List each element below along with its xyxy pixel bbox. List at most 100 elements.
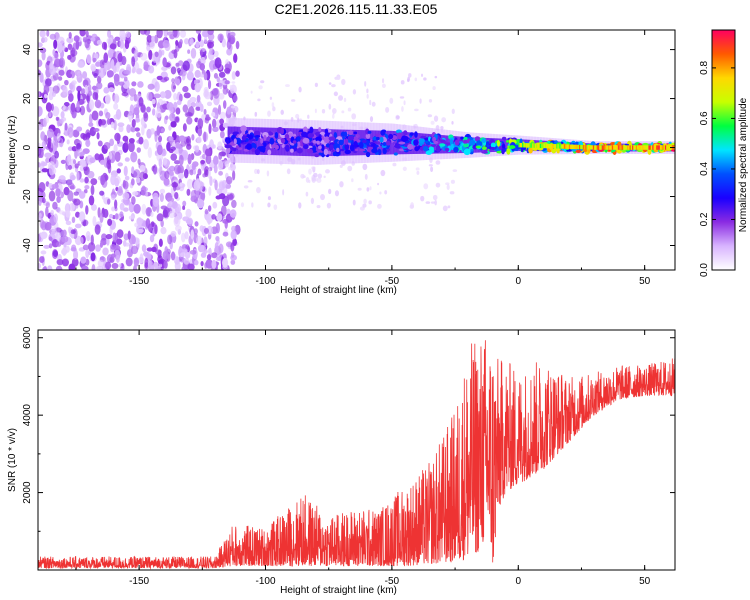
signal-blob [318,127,322,132]
noise-blob [52,250,58,258]
noise-blob [49,33,57,40]
noise-blob [57,36,65,45]
signal-blob [506,148,511,155]
signal-blob [259,145,266,153]
noise-blob [80,236,84,245]
noise-blob [38,256,45,263]
noise-blob [231,71,236,80]
signal-core [635,145,638,150]
noise-blob [162,209,168,218]
noise-blob [131,81,137,87]
noise-blob [103,52,109,63]
noise-blob [53,58,62,68]
noise-blob [136,228,144,234]
noise-blob [152,108,156,116]
noise-blob [70,174,76,181]
noise-blob [68,93,74,102]
noise-blob [194,145,200,153]
noise-blob [48,164,54,176]
signal-blob [233,138,237,145]
noise-blob [124,40,130,50]
noise-blob [88,122,94,127]
signal-blob [490,146,496,150]
signal-blob [432,136,437,143]
noise-blob [64,79,69,86]
signal-core [667,145,670,150]
noise-blob [211,111,216,117]
speckle-blob [307,114,310,119]
noise-blob [67,54,72,60]
speckle-blob [450,179,455,184]
noise-blob [195,106,201,111]
speckle-blob [447,205,451,209]
noise-blob [109,225,113,236]
noise-blob [186,178,194,190]
signal-core [538,143,541,148]
signal-blob [414,131,418,138]
speckle-blob [341,78,346,86]
noise-blob [44,93,48,99]
noise-blob [96,81,103,90]
noise-blob [110,244,116,250]
noise-blob [94,153,100,161]
noise-blob [123,233,129,241]
signal-blob [296,148,303,154]
noise-blob [203,227,210,235]
signal-core [664,145,667,150]
noise-blob [154,81,160,92]
signal-blob [226,146,231,154]
noise-blob [39,30,46,38]
signal-blob [329,144,334,150]
noise-blob [130,178,135,186]
noise-blob [174,203,182,214]
signal-core [525,143,528,148]
noise-blob [146,106,151,113]
noise-blob [143,251,149,257]
signal-blob [376,141,381,145]
noise-blob [106,237,110,246]
noise-blob [226,48,233,56]
signal-blob [240,125,247,132]
noise-blob [144,257,149,269]
signal-band-body [311,128,314,157]
noise-blob [79,178,85,183]
noise-blob [77,61,85,68]
signal-core [642,145,644,150]
noise-blob [38,42,43,48]
noise-blob [55,116,59,121]
noise-blob [67,43,73,50]
noise-blob [222,231,229,237]
noise-blob [73,191,80,196]
signal-core [643,145,646,150]
noise-blob [70,184,76,190]
speckle-blob [316,205,321,209]
signal-core [519,142,522,148]
noise-blob [180,252,186,258]
noise-blob [147,83,155,90]
noise-blob [88,250,92,256]
heatmap-plot-area [38,30,675,270]
speckle-blob [420,195,425,202]
signal-core [597,145,600,150]
signal-core [533,143,536,148]
signal-blob [496,150,503,154]
noise-blob [130,151,138,163]
noise-blob [136,147,141,153]
noise-blob [147,147,153,159]
noise-blob [131,56,136,67]
signal-core [542,143,545,149]
noise-blob [72,129,80,138]
signal-core [626,145,629,150]
noise-blob [98,67,106,79]
noise-blob [152,196,160,207]
speckle-blob [362,203,367,208]
signal-blob [263,142,267,147]
heatmap-x-tick-label: -100 [255,276,275,287]
noise-blob [43,265,48,270]
noise-blob [222,257,229,268]
noise-blob [218,92,225,100]
noise-blob [231,199,237,209]
noise-blob [227,194,234,201]
noise-blob [133,257,140,267]
speckle-blob [254,168,258,175]
